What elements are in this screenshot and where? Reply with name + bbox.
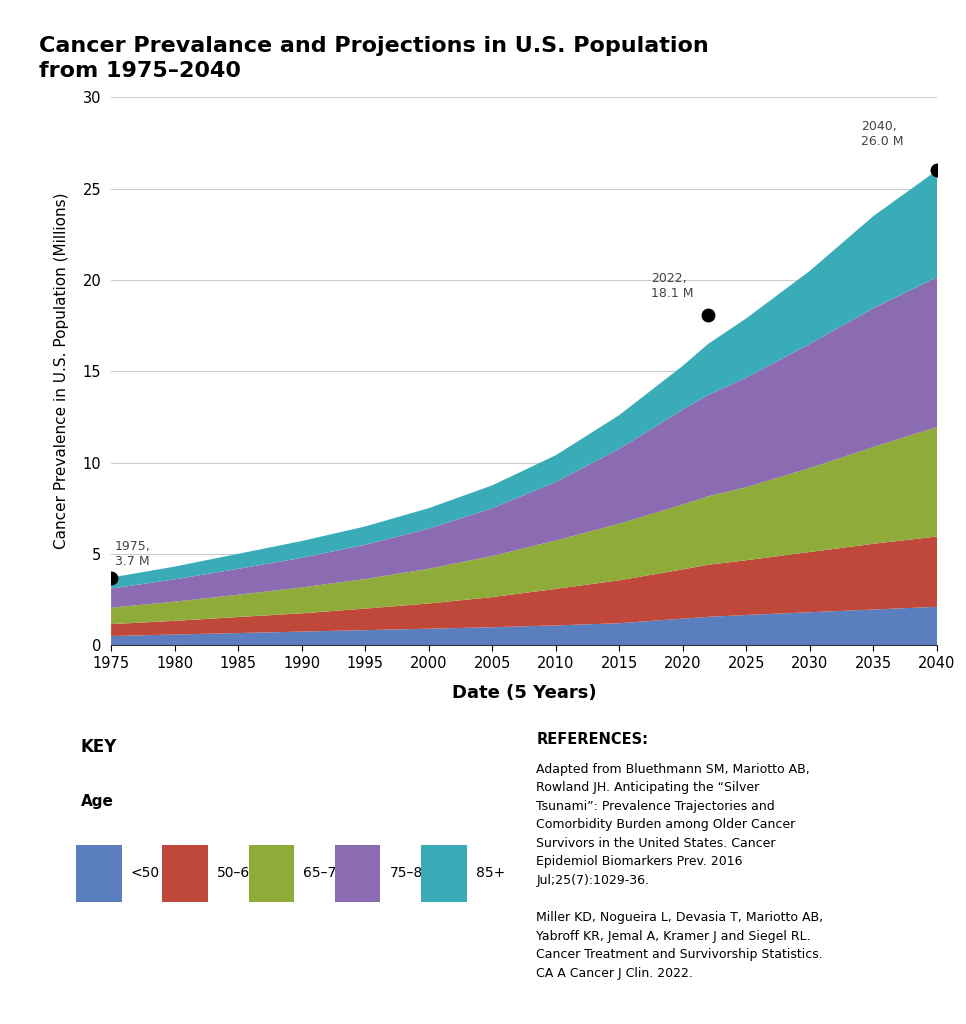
Text: 65–74: 65–74 [303, 866, 345, 881]
Text: 2040,
26.0 M: 2040, 26.0 M [861, 121, 903, 148]
FancyBboxPatch shape [335, 845, 381, 902]
Text: Age: Age [81, 794, 114, 809]
Text: Cancer Prevalance and Projections in U.S. Population
from 1975–2040: Cancer Prevalance and Projections in U.S… [39, 36, 708, 81]
Text: 2022,
18.1 M: 2022, 18.1 M [651, 272, 694, 300]
Text: 85+: 85+ [475, 866, 505, 881]
Y-axis label: Cancer Prevalence in U.S. Population (Millions): Cancer Prevalence in U.S. Population (Mi… [54, 193, 69, 550]
Text: REFERENCES:: REFERENCES: [536, 732, 648, 748]
Text: 1975,
3.7 M: 1975, 3.7 M [115, 541, 151, 568]
X-axis label: Date (5 Years): Date (5 Years) [452, 684, 596, 702]
FancyBboxPatch shape [248, 845, 294, 902]
Text: Adapted from Bluethmann SM, Mariotto AB,
Rowland JH. Anticipating the “Silver
Ts: Adapted from Bluethmann SM, Mariotto AB,… [536, 763, 810, 887]
FancyBboxPatch shape [421, 845, 467, 902]
Text: 50–64: 50–64 [217, 866, 259, 881]
Text: Miller KD, Nogueira L, Devasia T, Mariotto AB,
Yabroff KR, Jemal A, Kramer J and: Miller KD, Nogueira L, Devasia T, Mariot… [536, 911, 823, 980]
Text: 75–84: 75–84 [389, 866, 432, 881]
Text: <50: <50 [130, 866, 159, 881]
FancyBboxPatch shape [162, 845, 208, 902]
Text: KEY: KEY [81, 738, 117, 757]
FancyBboxPatch shape [76, 845, 122, 902]
